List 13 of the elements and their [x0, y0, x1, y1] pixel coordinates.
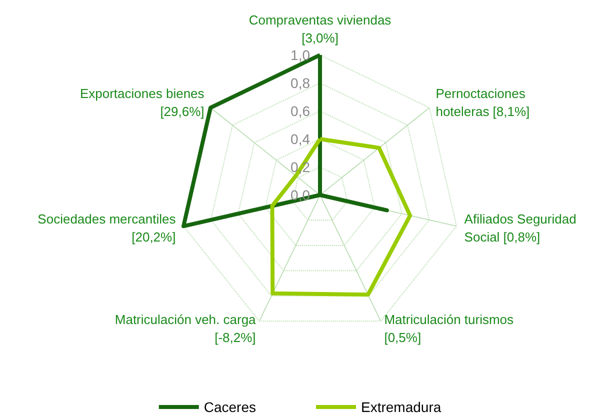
spoke-label: Pernoctaciones hoteleras [8,1%]: [436, 86, 530, 120]
y-tick-label: 0,8: [290, 75, 310, 91]
legend-label: Extremadura: [360, 399, 442, 415]
spoke-label: Matriculación veh. carga [-8,2%]: [114, 312, 257, 345]
spoke-label: Matriculación turismos [0,5%]: [384, 312, 514, 345]
spoke-label: Afiliados Seguridad Social [0,8%]: [464, 211, 576, 244]
spoke-label: Compraventas viviendas [3,0%]: [248, 12, 392, 46]
legend-label: Caceres: [204, 399, 256, 415]
y-tick-label: 0,6: [290, 103, 310, 119]
y-tick-label: 0,4: [290, 131, 310, 147]
spoke-label: Sociedades mercantiles [20,2%]: [38, 211, 176, 244]
y-tick-label: 1,0: [290, 47, 310, 63]
spoke-label: Exportaciones bienes [29,6%]: [80, 86, 205, 120]
